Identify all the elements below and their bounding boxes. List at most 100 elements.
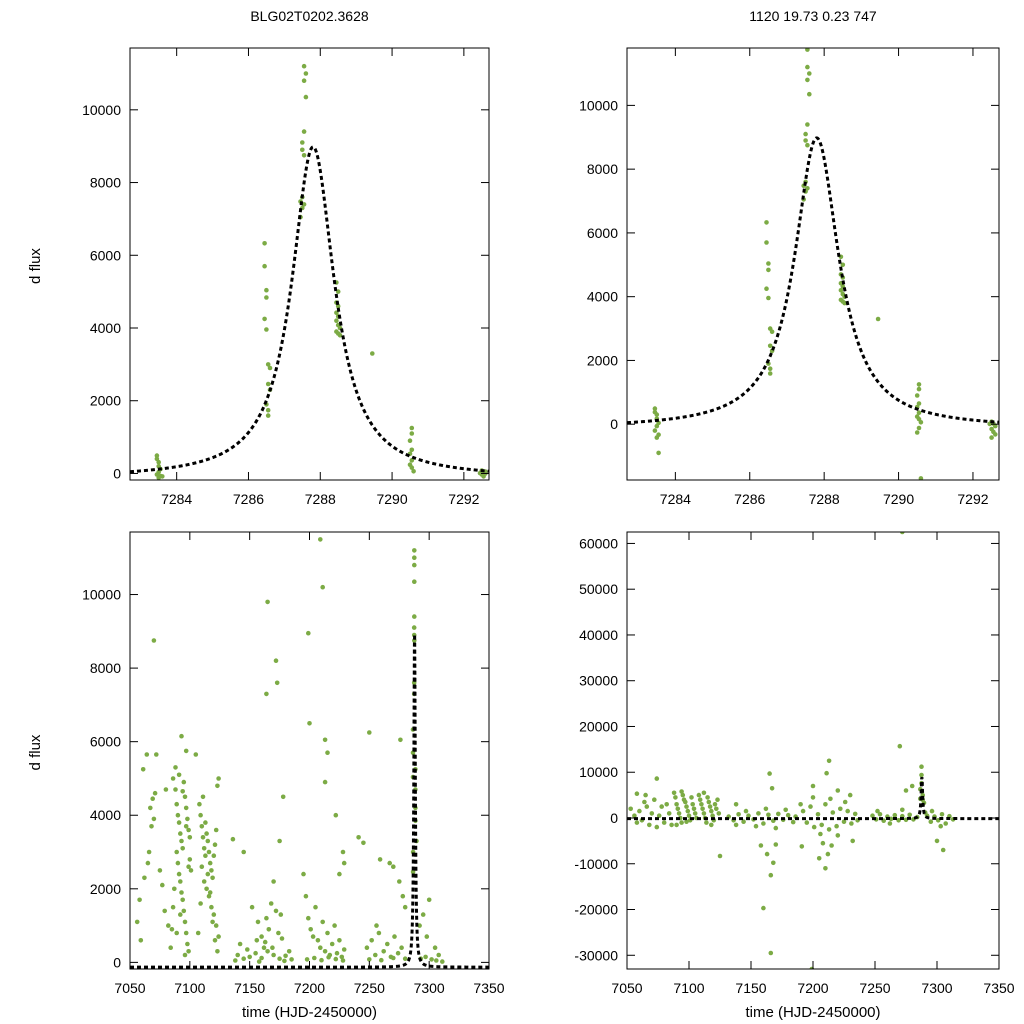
data-point: [412, 548, 417, 553]
data-point: [804, 820, 810, 825]
data-point: [183, 824, 189, 829]
data-point: [181, 779, 187, 785]
y-tick-label: 4000: [90, 320, 121, 336]
data-point: [212, 842, 218, 847]
data-point: [379, 957, 384, 963]
y-tick-label: 0: [113, 465, 121, 481]
data-point: [993, 432, 998, 437]
data-point: [204, 886, 209, 892]
data-points: [628, 532, 956, 969]
data-point: [875, 316, 881, 322]
data-point: [849, 821, 854, 826]
data-point: [237, 941, 243, 947]
data-point: [808, 804, 813, 809]
chart-top-right: 7284 7286 7288 7290 7292 0 2000 4000 6000 8000 100…: [579, 47, 1000, 507]
data-point: [200, 835, 206, 840]
data-point: [277, 838, 282, 844]
data-point: [374, 923, 379, 928]
data-point: [385, 941, 390, 947]
data-point: [337, 938, 342, 943]
data-point: [411, 625, 417, 630]
x-tick-label: 7288: [809, 491, 840, 507]
data-point: [989, 435, 994, 440]
data-point: [286, 949, 292, 954]
y-tick-label: -30000: [574, 947, 618, 963]
data-point: [764, 286, 769, 292]
data-point: [909, 783, 915, 789]
model-curve: [130, 145, 489, 474]
data-point: [249, 904, 255, 910]
x-tick-label: 7292: [448, 491, 479, 507]
data-point: [897, 743, 903, 749]
plot-frame: [129, 531, 490, 970]
data-point: [798, 802, 803, 807]
data-point: [773, 842, 779, 847]
data-point: [289, 957, 294, 962]
x-tick-label: 7292: [957, 491, 988, 507]
data-point: [301, 78, 307, 83]
data-point: [805, 48, 810, 52]
data-point: [811, 824, 817, 830]
chart-bottom-right: 7050 7100 7150 7200 7250 7300 7350 -30000 -20000…: [574, 531, 1015, 1021]
data-point: [146, 849, 152, 855]
data-point: [301, 871, 306, 877]
data-point: [709, 808, 714, 814]
y-tick-label: 6000: [90, 734, 121, 750]
data-point: [204, 831, 209, 836]
data-point: [826, 758, 832, 764]
data-point: [699, 802, 704, 807]
data-point: [264, 691, 269, 697]
y-tick-label: 8000: [90, 660, 121, 676]
data-point: [185, 941, 190, 947]
data-point: [764, 240, 769, 245]
data-point: [178, 831, 183, 836]
y-tick-label: 10000: [579, 97, 618, 113]
data-point: [205, 871, 211, 877]
data-point: [632, 813, 637, 818]
data-point: [753, 823, 759, 829]
data-point: [715, 797, 720, 802]
data-point: [207, 890, 213, 895]
data-point: [163, 787, 169, 792]
data-point: [412, 579, 417, 584]
data-point: [322, 949, 328, 954]
data-point: [301, 63, 307, 69]
data-point: [825, 851, 831, 857]
data-point: [436, 952, 442, 958]
data-point: [332, 923, 337, 928]
data-point: [896, 818, 901, 823]
data-point: [815, 812, 821, 817]
data-point: [322, 779, 328, 785]
data-point: [903, 788, 909, 793]
data-point: [714, 806, 719, 812]
data-point: [683, 799, 688, 805]
data-point: [274, 680, 280, 686]
data-point: [916, 386, 922, 392]
data-point: [671, 790, 677, 796]
data-point: [334, 950, 340, 956]
data-point: [706, 799, 712, 805]
data-point: [182, 952, 188, 958]
data-point: [173, 787, 178, 792]
data-point: [179, 733, 184, 739]
data-point: [783, 807, 788, 813]
data-point: [938, 823, 943, 829]
data-point: [696, 792, 702, 798]
data-point: [842, 799, 848, 805]
data-point: [391, 955, 396, 961]
data-point: [174, 801, 179, 807]
data-points: [652, 48, 998, 480]
y-tick-label: 10000: [579, 764, 618, 780]
data-point: [673, 795, 678, 800]
data-point: [916, 410, 922, 416]
data-point: [315, 938, 321, 943]
data-point: [845, 808, 850, 814]
data-point: [381, 949, 387, 954]
plot-frame: [129, 47, 490, 481]
data-point: [424, 934, 430, 939]
data-point: [198, 901, 203, 906]
data-point: [402, 904, 408, 910]
data-point: [235, 952, 240, 958]
data-point: [409, 447, 415, 453]
data-point: [193, 752, 199, 757]
